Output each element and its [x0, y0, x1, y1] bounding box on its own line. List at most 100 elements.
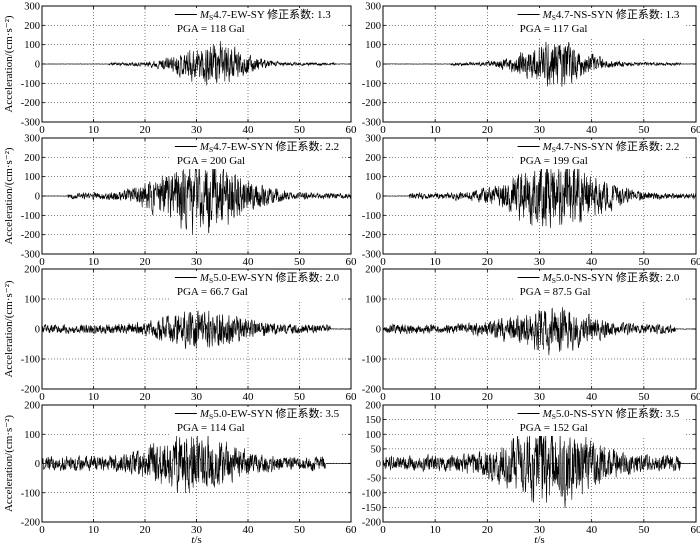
- y-axis-label: Acceleration/(cm·s⁻²): [3, 280, 15, 377]
- x-tick-label: 50: [638, 391, 650, 403]
- y-tick-label: -100: [21, 355, 40, 366]
- pga-label: PGA = 152 Gal: [520, 422, 588, 434]
- y-tick-label: 50: [371, 444, 382, 455]
- x-tick-label: 30: [191, 256, 203, 268]
- legend-label: MS4.7-NS-SYN 修正系数: 1.3: [542, 7, 680, 22]
- x-tick-label: 0: [380, 124, 386, 136]
- x-tick-label: 40: [586, 124, 598, 136]
- series-line: [382, 41, 697, 87]
- y-tick-label: 200: [365, 401, 381, 412]
- x-tick-label: 20: [482, 524, 494, 536]
- legend-label: MS5.0-NS-SYN 修正系数: 3.5: [542, 406, 680, 421]
- y-tick-label: 0: [376, 459, 381, 470]
- y-tick-label: -200: [21, 518, 40, 529]
- y-tick-label: 100: [24, 40, 40, 51]
- x-tick-label: 60: [691, 391, 700, 403]
- x-tick-label: 50: [638, 124, 650, 136]
- pga-label: PGA = 87.5 Gal: [520, 286, 591, 298]
- x-tick-label: 10: [88, 391, 100, 403]
- series-line: [41, 310, 352, 350]
- series-line: [41, 41, 352, 86]
- legend-label: MS4.7-EW-SY 修正系数: 1.3: [199, 7, 331, 22]
- y-tick-label: 100: [24, 172, 40, 183]
- panels-group: 0 10 20 30 40 50 60-300-200-1000100200300MS4.7…: [21, 2, 700, 537]
- x-tick-label: 30: [534, 524, 546, 536]
- x-tick-label: 20: [482, 256, 494, 268]
- x-tick-label: 10: [430, 524, 442, 536]
- y-tick-label: 100: [365, 295, 381, 306]
- legend-background: [170, 140, 341, 169]
- y-tick-label: -200: [21, 230, 40, 241]
- x-tick-label: 20: [140, 391, 152, 403]
- pga-label: PGA = 66.7 Gal: [177, 286, 248, 298]
- y-axis-label: Acceleration/(cm·s⁻²): [3, 415, 15, 512]
- y-tick-label: -100: [362, 211, 381, 222]
- y-tick-label: 100: [24, 295, 40, 306]
- y-axis-label: Acceleration/(cm·s⁻²): [3, 147, 15, 244]
- panel-r2c0: 0 10 20 30 40 50 60 -200 -100 0 100 200 MS5.0-EW-SYN…: [21, 265, 357, 404]
- y-tick-label: -50: [367, 474, 381, 485]
- legend-label: MS5.0-EW-SYN 修正系数: 3.5: [199, 406, 340, 421]
- x-tick-label: 30: [534, 124, 546, 136]
- x-tick-label: 30: [534, 256, 546, 268]
- legend-background: [170, 8, 341, 37]
- legend-label: MS4.7-NS-SYN 修正系数: 2.2: [542, 139, 680, 154]
- x-tick-label: 50: [294, 391, 306, 403]
- x-tick-label: 30: [191, 124, 203, 136]
- x-tick-label: 20: [140, 124, 152, 136]
- panel-r3c1: 0 10 20 30 40 50 60 -200 -150 -100 -50 0 50 100 150 200…: [362, 401, 700, 537]
- x-tick-label: 40: [243, 256, 255, 268]
- legend-background: [513, 8, 686, 37]
- panel-r2c1: 0 10 20 30 40 50 60 -200 -100 0 100 200 MS5.0-NS-SYN…: [362, 265, 700, 404]
- y-tick-label: -100: [21, 488, 40, 499]
- x-tick-label: 20: [482, 124, 494, 136]
- y-tick-label: 0: [35, 60, 40, 71]
- y-tick-label: 100: [365, 40, 381, 51]
- y-tick-label: 150: [365, 415, 381, 426]
- y-tick-label: 200: [24, 265, 40, 276]
- y-tick-label: 300: [365, 134, 381, 145]
- x-tick-label: 60: [346, 256, 358, 268]
- panel-r0c0: 0 10 20 30 40 50 60 -300 -200 -100 0 100 200 300 MS4.7…: [21, 2, 357, 137]
- x-tick-label: 40: [243, 391, 255, 403]
- y-tick-label: 0: [376, 60, 381, 71]
- y-tick-label: 300: [24, 2, 40, 13]
- y-tick-label: 0: [376, 325, 381, 336]
- legend-background: [170, 407, 341, 436]
- y-tick-label: 0: [35, 325, 40, 336]
- y-tick-label: -300: [21, 250, 40, 261]
- panel-r0c1: 0 10 20 30 40 50 60 -300 -200 -100 0 100 200 300 MS4.7…: [362, 2, 700, 137]
- y-tick-label: -100: [362, 488, 381, 499]
- y-tick-label: -200: [21, 385, 40, 396]
- y-tick-label: 200: [24, 153, 40, 164]
- y-tick-label: 200: [24, 21, 40, 32]
- y-tick-label: 0: [35, 192, 40, 203]
- x-tick-label: 10: [430, 391, 442, 403]
- y-tick-label: -300: [21, 118, 40, 129]
- y-tick-label: 100: [24, 430, 40, 441]
- legend-label: MS5.0-EW-SYN 修正系数: 2.0: [199, 270, 340, 285]
- y-tick-label: 200: [365, 21, 381, 32]
- series-line: [382, 157, 697, 229]
- y-tick-label: -100: [362, 355, 381, 366]
- x-axis-labels: t/s t/s: [191, 534, 544, 546]
- x-tick-label: 60: [691, 524, 700, 536]
- x-tick-label: 50: [638, 524, 650, 536]
- x-tick-label: 20: [140, 256, 152, 268]
- x-tick-label: 40: [243, 524, 255, 536]
- x-tick-label: 40: [586, 524, 598, 536]
- y-tick-label: 200: [24, 401, 40, 412]
- series-line: [41, 158, 352, 235]
- x-tick-label: 40: [586, 256, 598, 268]
- pga-label: PGA = 200 Gal: [177, 155, 245, 167]
- legend-background: [513, 407, 686, 436]
- x-tick-label: 60: [346, 124, 358, 136]
- x-tick-label: 60: [346, 391, 358, 403]
- y-tick-label: -200: [362, 230, 381, 241]
- x-tick-label: 30: [191, 391, 203, 403]
- x-tick-label: 0: [39, 524, 45, 536]
- x-axis-label: t/s: [534, 534, 544, 546]
- y-tick-label: -200: [362, 98, 381, 109]
- panel-r1c1: 0 10 20 30 40 50 60 -300 -200 -100 0 100 200 300 MS4.7…: [362, 134, 700, 269]
- x-tick-label: 60: [691, 124, 700, 136]
